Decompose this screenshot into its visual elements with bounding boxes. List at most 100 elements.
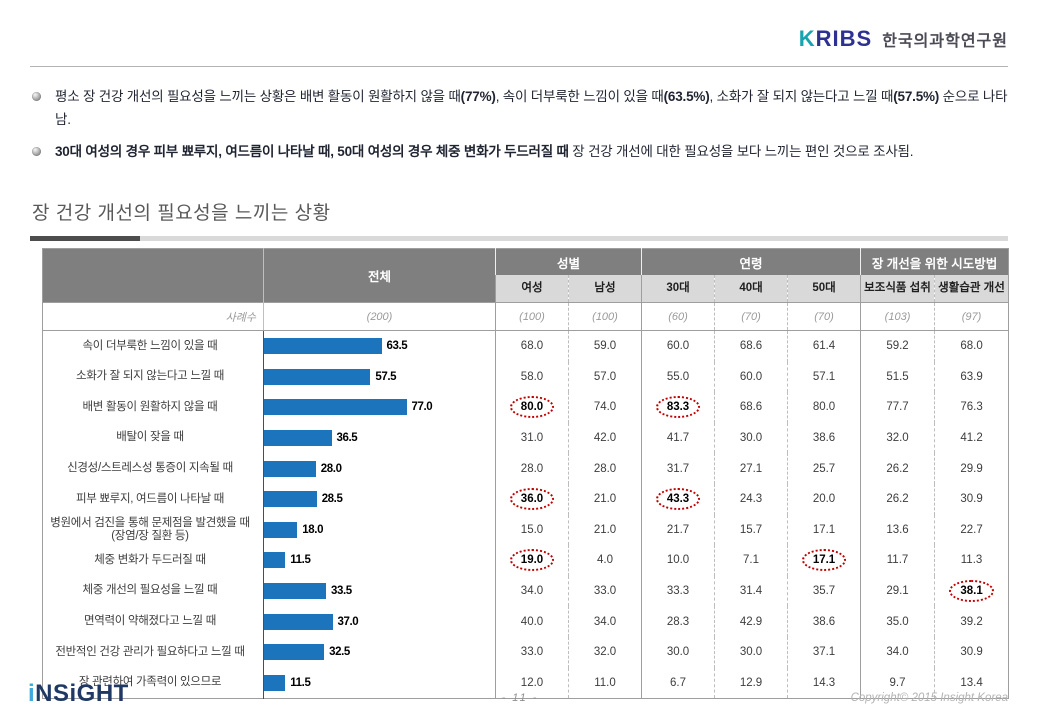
bullet-text: 평소 장 건강 개선의 필요성을 느끼는 상황은 배변 활동이 원활하지 않을 … bbox=[55, 86, 1010, 132]
value-cell: 30.0 bbox=[714, 636, 788, 668]
bullet-item: 30대 여성의 경우 피부 뾰루지, 여드름이 나타날 때, 50대 여성의 경… bbox=[32, 141, 1010, 164]
kribs-logo-ribs: RIBS bbox=[815, 26, 873, 51]
sub-header-row: 여성 남성 30대 40대 50대 보조식품 섭취 생활습관 개선 bbox=[43, 275, 1009, 303]
insight-logo-i: i bbox=[28, 680, 36, 707]
bar-wrap: 28.5 bbox=[264, 484, 496, 515]
bar-wrap: 11.5 bbox=[264, 545, 496, 576]
value-cell: 21.0 bbox=[567, 514, 642, 546]
base-value: (100) bbox=[495, 302, 569, 331]
table-row: 소화가 잘 되지 않는다고 느낄 때 57.5 58.0 57.0 55.0 60.0… bbox=[43, 361, 1009, 393]
bullet-text: 30대 여성의 경우 피부 뾰루지, 여드름이 나타날 때, 50대 여성의 경… bbox=[55, 141, 914, 164]
col-header-lifestyle: 생활습관 개선 bbox=[934, 275, 1009, 303]
value-cell: 15.0 bbox=[495, 514, 569, 546]
bar-value: 77.0 bbox=[411, 401, 433, 414]
row-label: 피부 뾰루지, 여드름이 나타날 때 bbox=[75, 492, 225, 505]
kribs-logo: KRIBS bbox=[799, 26, 872, 52]
row-label: 체중 변화가 두드러질 때 bbox=[94, 553, 206, 566]
base-value: (97) bbox=[934, 302, 1009, 331]
value-cell: 29.9 bbox=[934, 453, 1009, 484]
bullet-segment: 평소 장 건강 개선의 필요성을 느끼는 상황은 배변 활동이 원활하지 않을 … bbox=[55, 89, 461, 104]
value-cell: 26.2 bbox=[860, 453, 935, 484]
bar-value: 33.5 bbox=[331, 585, 352, 598]
bar-wrap: 28.0 bbox=[264, 453, 496, 484]
bar-value: 11.5 bbox=[290, 554, 311, 567]
bar bbox=[264, 399, 407, 416]
value-cell: 21.7 bbox=[641, 514, 715, 546]
row-label: 소화가 잘 되지 않는다고 느낄 때 bbox=[75, 370, 225, 383]
bar-value: 63.5 bbox=[386, 340, 408, 353]
value-cell: 19.0 bbox=[495, 545, 569, 576]
value-cell: 38.1 bbox=[934, 575, 1009, 607]
value-cell: 39.2 bbox=[934, 606, 1009, 637]
value-cell: 31.4 bbox=[714, 575, 788, 607]
value-cell: 32.0 bbox=[567, 636, 642, 668]
value-cell: 37.1 bbox=[787, 636, 861, 668]
bar-wrap: 77.0 bbox=[264, 392, 496, 423]
base-value: (103) bbox=[860, 302, 935, 331]
value-cell: 11.0 bbox=[567, 667, 642, 699]
value-cell: 68.0 bbox=[495, 330, 569, 362]
title-underline-accent bbox=[30, 236, 140, 241]
value-cell: 14.3 bbox=[787, 667, 861, 699]
value-cell: 31.0 bbox=[495, 422, 569, 454]
base-value: (100) bbox=[567, 302, 642, 331]
value-cell: 12.0 bbox=[495, 667, 569, 699]
table-row: 병원에서 검진을 통해 문제점을 발견했을 때(장염/장 질환 등) 18.0 … bbox=[43, 514, 1009, 546]
highlight-circle: 38.1 bbox=[949, 580, 994, 603]
value-cell: 33.3 bbox=[641, 575, 715, 607]
highlight-circle: 19.0 bbox=[509, 549, 555, 572]
value-cell: 59.2 bbox=[860, 330, 935, 362]
bar-wrap: 37.0 bbox=[264, 606, 496, 637]
value-cell: 27.1 bbox=[714, 453, 788, 484]
base-value: (70) bbox=[787, 302, 861, 331]
bar-value: 28.5 bbox=[321, 493, 343, 506]
bar-wrap: 18.0 bbox=[264, 515, 496, 546]
value-cell: 80.0 bbox=[787, 392, 861, 423]
section-title: 장 건강 개선의 필요성을 느끼는 상황 bbox=[32, 203, 331, 224]
value-cell: 35.7 bbox=[787, 575, 861, 607]
bar-value: 11.5 bbox=[290, 676, 311, 689]
value-cell: 77.7 bbox=[860, 392, 935, 423]
group-header-row: 전체 성별 연령 장 개선을 위한 시도방법 bbox=[42, 248, 1009, 303]
value-cell: 33.0 bbox=[495, 636, 569, 668]
base-value: (60) bbox=[641, 302, 715, 331]
value-cell: 41.2 bbox=[934, 422, 1009, 454]
value-cell: 29.1 bbox=[860, 575, 935, 607]
results-table: 전체 성별 연령 장 개선을 위한 시도방법 여성 남성 30대 40대 50대… bbox=[42, 248, 1010, 700]
copyright: Copyright© 2015 Insight Korea bbox=[850, 692, 1008, 704]
row-label: 병원에서 검진을 통해 문제점을 발견했을 때(장염/장 질환 등) bbox=[50, 516, 250, 542]
bar-wrap: 33.5 bbox=[264, 576, 496, 607]
table-row: 전반적인 건강 관리가 필요하다고 느낄 때 32.5 33.0 32.0 30.0… bbox=[43, 636, 1009, 668]
bar-wrap: 57.5 bbox=[264, 362, 496, 393]
table-row: 배탈이 잦을 때 36.5 31.0 42.0 41.7 30.0 38.6 32.0 41… bbox=[43, 422, 1009, 454]
value-cell: 76.3 bbox=[934, 392, 1009, 423]
bar bbox=[264, 583, 326, 600]
value-cell: 17.1 bbox=[787, 514, 861, 546]
value-cell: 30.0 bbox=[714, 422, 788, 454]
bar bbox=[264, 460, 316, 477]
corner-cell bbox=[42, 248, 264, 303]
table-body: 속이 더부룩한 느낌이 있을 때 63.5 68.0 59.0 60.0 68.6 61… bbox=[43, 330, 1009, 699]
bullet-segment: , 속이 더부룩한 느낌이 있을 때 bbox=[495, 89, 664, 104]
value-cell: 32.0 bbox=[860, 422, 935, 454]
insight-logo: iNSiGHT bbox=[28, 680, 129, 708]
bar bbox=[264, 552, 286, 569]
value-cell: 34.0 bbox=[495, 575, 569, 607]
value-cell: 9.7 bbox=[860, 667, 935, 699]
value-cell: 57.1 bbox=[787, 361, 861, 393]
page-number: - 11 - bbox=[501, 692, 539, 704]
col-header-50s: 50대 bbox=[787, 275, 861, 303]
table-row: 체중 변화가 두드러질 때 11.5 19.0 4.0 10.0 7.1 17.1 11.… bbox=[43, 545, 1009, 576]
value-cell: 80.0 bbox=[495, 392, 569, 423]
bar-cell: 32.5 bbox=[263, 636, 496, 668]
row-label: 장 관련하여 가족력이 있으므로 bbox=[78, 676, 222, 689]
value-cell: 13.6 bbox=[860, 514, 935, 546]
value-cell: 83.3 bbox=[641, 392, 715, 423]
bar-cell: 77.0 bbox=[263, 392, 496, 423]
bar-wrap: 63.5 bbox=[264, 331, 496, 362]
value-cell: 38.6 bbox=[787, 606, 861, 637]
bullet-orb-icon bbox=[32, 92, 41, 101]
bullet-segment: , 소화가 잘 되지 않는다고 느낄 때 bbox=[709, 89, 894, 104]
table-row: 피부 뾰루지, 여드름이 나타날 때 28.5 36.0 21.0 43.3 24.3… bbox=[43, 483, 1009, 515]
value-cell: 21.0 bbox=[567, 483, 642, 515]
